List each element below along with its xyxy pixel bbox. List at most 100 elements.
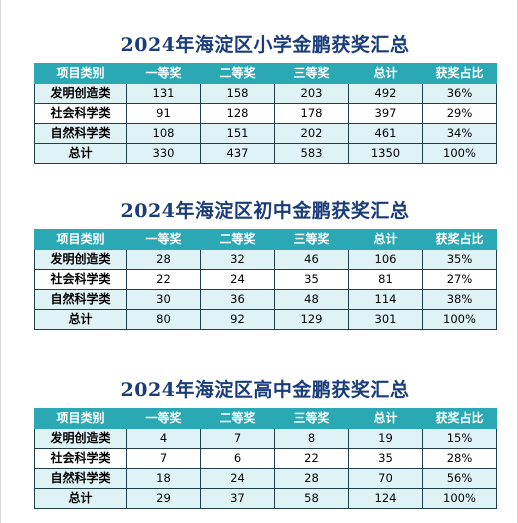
- value-cell: 35%: [422, 249, 497, 270]
- column-header: 三等奖: [274, 229, 349, 250]
- table-row: 发明创造类 131 158 203 492 36%: [34, 83, 497, 104]
- value-cell: 7: [200, 428, 275, 449]
- value-cell: 131: [126, 83, 201, 104]
- table-row: 发明创造类 28 32 46 106 35%: [34, 249, 497, 270]
- column-header: 二等奖: [200, 408, 275, 429]
- table-title: 2024年海淀区小学金鹏获奖汇总: [120, 34, 410, 56]
- award-summary-section: 2024年海淀区高中金鹏获奖汇总项目类别 一等奖 二等奖 三等奖 总计 获奖占比 发明创造类…: [34, 377, 497, 509]
- value-cell: 397: [348, 103, 423, 124]
- category-cell: 总计: [34, 488, 127, 509]
- value-cell: 70: [348, 468, 423, 489]
- header-row: 项目类别 一等奖 二等奖 三等奖 总计 获奖占比: [34, 408, 497, 429]
- column-header: 获奖占比: [422, 63, 497, 84]
- value-cell: 128: [200, 103, 275, 124]
- value-cell: 36%: [422, 83, 497, 104]
- category-cell: 自然科学类: [34, 468, 127, 489]
- value-cell: 301: [348, 309, 423, 330]
- header-row: 项目类别 一等奖 二等奖 三等奖 总计 获奖占比: [34, 63, 497, 84]
- table-row: 自然科学类 108 151 202 461 34%: [34, 123, 497, 144]
- value-cell: 22: [274, 448, 349, 469]
- value-cell: 203: [274, 83, 349, 104]
- category-cell: 社会科学类: [34, 103, 127, 124]
- column-header: 总计: [348, 63, 423, 84]
- value-cell: 37: [200, 488, 275, 509]
- column-header: 项目类别: [34, 229, 127, 250]
- value-cell: 30: [126, 289, 201, 310]
- category-cell: 自然科学类: [34, 123, 127, 144]
- value-cell: 15%: [422, 428, 497, 449]
- value-cell: 28: [274, 468, 349, 489]
- table-row: 社会科学类 91 128 178 397 29%: [34, 103, 497, 124]
- total-row: 总计 80 92 129 301 100%: [34, 309, 497, 330]
- total-row: 总计 330 437 583 1350 100%: [34, 143, 497, 164]
- value-cell: 108: [126, 123, 201, 144]
- value-cell: 124: [348, 488, 423, 509]
- column-header: 一等奖: [126, 229, 201, 250]
- value-cell: 81: [348, 269, 423, 290]
- value-cell: 58: [274, 488, 349, 509]
- value-cell: 56%: [422, 468, 497, 489]
- value-cell: 151: [200, 123, 275, 144]
- value-cell: 492: [348, 83, 423, 104]
- award-table: 项目类别 一等奖 二等奖 三等奖 总计 获奖占比 发明创造类 4 7 8 19 15% 社会科学类 7 6 2…: [34, 408, 497, 509]
- value-cell: 7: [126, 448, 201, 469]
- category-cell: 总计: [34, 143, 127, 164]
- category-cell: 社会科学类: [34, 269, 127, 290]
- value-cell: 35: [348, 448, 423, 469]
- value-cell: 100%: [422, 488, 497, 509]
- value-cell: 437: [200, 143, 275, 164]
- value-cell: 29%: [422, 103, 497, 124]
- value-cell: 178: [274, 103, 349, 124]
- category-cell: 发明创造类: [34, 83, 127, 104]
- table-row: 社会科学类 22 24 35 81 27%: [34, 269, 497, 290]
- value-cell: 91: [126, 103, 201, 124]
- value-cell: 34%: [422, 123, 497, 144]
- value-cell: 80: [126, 309, 201, 330]
- header-row: 项目类别 一等奖 二等奖 三等奖 总计 获奖占比: [34, 229, 497, 250]
- value-cell: 19: [348, 428, 423, 449]
- value-cell: 92: [200, 309, 275, 330]
- table-row: 自然科学类 30 36 48 114 38%: [34, 289, 497, 310]
- column-header: 获奖占比: [422, 408, 497, 429]
- column-header: 三等奖: [274, 408, 349, 429]
- value-cell: 100%: [422, 309, 497, 330]
- table-title: 2024年海淀区高中金鹏获奖汇总: [120, 379, 410, 401]
- value-cell: 158: [200, 83, 275, 104]
- value-cell: 106: [348, 249, 423, 270]
- award-summary-section: 2024年海淀区初中金鹏获奖汇总项目类别 一等奖 二等奖 三等奖 总计 获奖占比 发明创造类…: [34, 198, 497, 330]
- column-header: 获奖占比: [422, 229, 497, 250]
- value-cell: 24: [200, 269, 275, 290]
- category-cell: 社会科学类: [34, 448, 127, 469]
- value-cell: 28%: [422, 448, 497, 469]
- category-cell: 自然科学类: [34, 289, 127, 310]
- total-row: 总计 29 37 58 124 100%: [34, 488, 497, 509]
- award-table: 项目类别 一等奖 二等奖 三等奖 总计 获奖占比 发明创造类 131 158 203 492 36% 社…: [34, 63, 497, 164]
- award-table: 项目类别 一等奖 二等奖 三等奖 总计 获奖占比 发明创造类 28 32 46 106 35% 社会科学…: [34, 229, 497, 330]
- value-cell: 35: [274, 269, 349, 290]
- category-cell: 总计: [34, 309, 127, 330]
- table-title: 2024年海淀区初中金鹏获奖汇总: [120, 200, 410, 222]
- column-header: 总计: [348, 229, 423, 250]
- award-summary-section: 2024年海淀区小学金鹏获奖汇总项目类别 一等奖 二等奖 三等奖 总计 获奖占比 发明创造类…: [34, 32, 497, 164]
- value-cell: 8: [274, 428, 349, 449]
- value-cell: 48: [274, 289, 349, 310]
- value-cell: 27%: [422, 269, 497, 290]
- value-cell: 4: [126, 428, 201, 449]
- value-cell: 330: [126, 143, 201, 164]
- value-cell: 22: [126, 269, 201, 290]
- table-row: 发明创造类 4 7 8 19 15%: [34, 428, 497, 449]
- column-header: 一等奖: [126, 63, 201, 84]
- value-cell: 18: [126, 468, 201, 489]
- value-cell: 461: [348, 123, 423, 144]
- value-cell: 114: [348, 289, 423, 310]
- value-cell: 36: [200, 289, 275, 310]
- value-cell: 129: [274, 309, 349, 330]
- value-cell: 1350: [348, 143, 423, 164]
- column-header: 总计: [348, 408, 423, 429]
- column-header: 一等奖: [126, 408, 201, 429]
- value-cell: 100%: [422, 143, 497, 164]
- value-cell: 6: [200, 448, 275, 469]
- value-cell: 28: [126, 249, 201, 270]
- value-cell: 583: [274, 143, 349, 164]
- value-cell: 38%: [422, 289, 497, 310]
